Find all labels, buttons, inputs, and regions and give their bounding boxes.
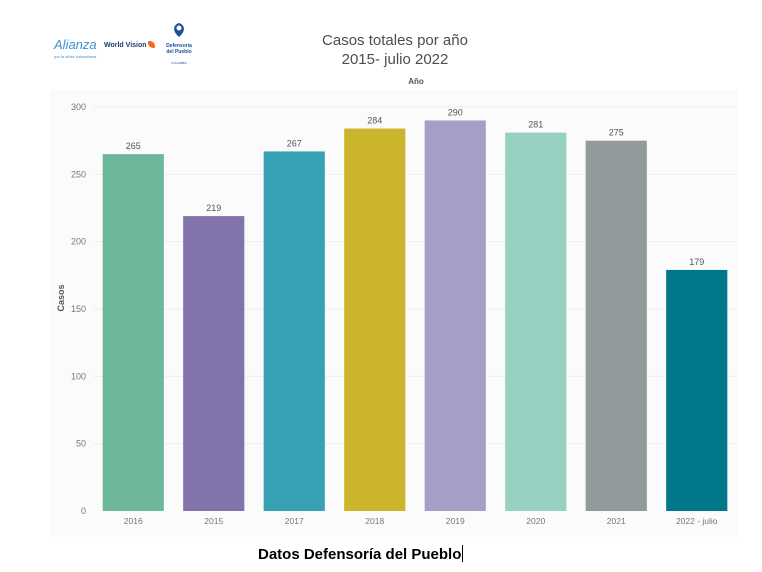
y-tick-label: 150 [71,304,86,314]
world-vision-logo: World Vision [104,41,155,49]
defensoria-logo: Defensoría del Pueblo COLOMBIA [162,22,196,65]
x-tick-label: 2018 [365,516,384,526]
defensoria-logo-line3: COLOMBIA [171,61,187,65]
source-caption-text: Datos Defensoría del Pueblo [258,546,462,563]
bar-value-label: 281 [528,120,543,130]
world-vision-mark-icon [147,41,155,48]
y-tick-label: 300 [71,102,86,112]
chart-title-block: Casos totales por año 2015- julio 2022 [280,31,510,69]
chart-title: Casos totales por año [322,32,468,49]
bar-value-label: 290 [448,107,463,117]
bar [505,132,567,511]
alianza-logo: Alianza por la niñez colombiana [54,36,97,59]
alianza-logo-text: Alianza [54,37,97,52]
x-tick-label: 2017 [285,516,304,526]
y-axis-ticks: 0 50 100 150 200 250 300 [71,102,86,516]
logo-strip: Alianza por la niñez colombiana World Vi… [50,20,210,72]
text-cursor [462,545,464,562]
alianza-logo-subtext: por la niñez colombiana [54,54,97,59]
bar [344,128,406,511]
bar-value-label: 284 [367,116,382,126]
bar-value-label: 219 [206,203,221,213]
source-caption: Datos Defensoría del Pueblo [258,545,464,563]
bar [263,151,325,511]
defensoria-emblem-icon [174,23,184,37]
bar-value-labels: 265 219 267 284 290 281 275 179 [126,107,705,266]
bar-value-label: 275 [609,128,624,138]
defensoria-logo-line2: del Pueblo [166,49,192,55]
y-tick-label: 250 [71,169,86,179]
world-vision-logo-text: World Vision [104,42,147,49]
bar [102,154,164,511]
bar [424,120,486,511]
x-tick-label: 2015 [204,516,223,526]
x-tick-label: 2019 [446,516,465,526]
y-tick-label: 200 [71,237,86,247]
bar [183,216,245,511]
y-tick-label: 50 [76,439,86,449]
y-axis-label: Casos [56,284,66,311]
y-tick-label: 100 [71,371,86,381]
x-tick-label: 2021 [607,516,626,526]
x-tick-label: 2016 [124,516,143,526]
bar [585,140,647,511]
x-axis-header-label: Año [408,77,424,86]
bar-value-label: 179 [689,257,704,267]
x-axis-ticks: 2016 2015 2017 2018 2019 2020 2021 2022 - julio [124,516,718,526]
x-tick-label: 2022 - julio [676,516,718,526]
bars [102,120,728,511]
bar-value-label: 265 [126,141,141,151]
x-tick-label: 2020 [526,516,545,526]
y-tick-label: 0 [81,506,86,516]
chart-subtitle: 2015- julio 2022 [341,51,449,68]
bar-value-label: 267 [287,138,302,148]
bar [666,269,728,511]
defensoria-logo-line1: Defensoría [166,43,192,49]
